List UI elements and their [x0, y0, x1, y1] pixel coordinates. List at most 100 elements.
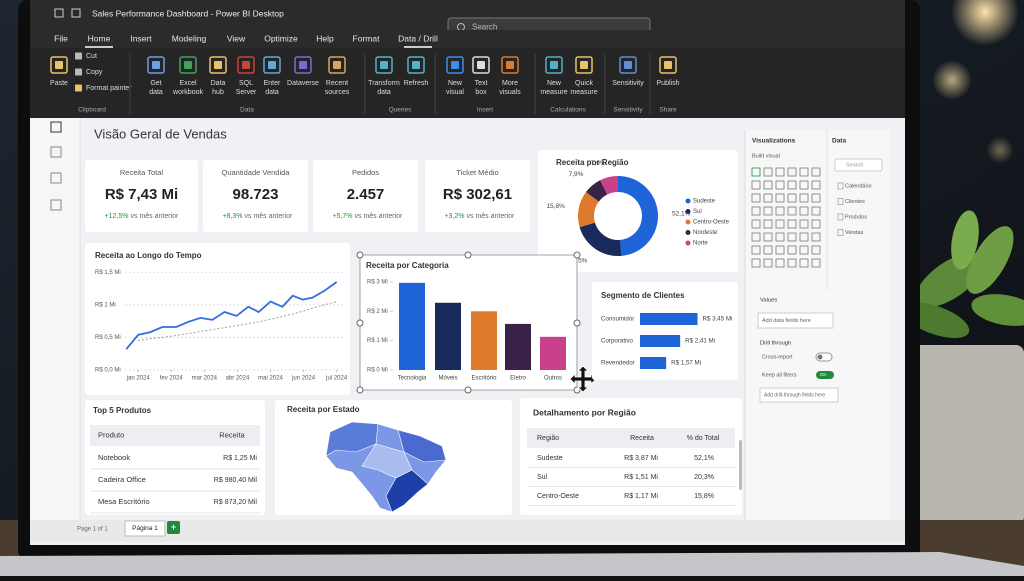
visual-icon[interactable]	[763, 180, 773, 190]
view-icon[interactable]	[50, 199, 62, 211]
visual-icon[interactable]	[811, 193, 821, 203]
visual-icon[interactable]	[775, 219, 785, 229]
visual-icon[interactable]	[787, 232, 797, 242]
field-item[interactable]: Calendário	[845, 183, 872, 189]
ribbon-button[interactable]: data	[377, 89, 391, 96]
visual-icon[interactable]	[787, 167, 797, 177]
visual-icon[interactable]	[787, 193, 797, 203]
ribbon-icon[interactable]	[575, 56, 593, 74]
ribbon-button[interactable]: Text	[475, 80, 488, 87]
ribbon-button[interactable]: box	[475, 89, 487, 96]
ribbon-icon[interactable]	[501, 56, 519, 74]
ribbon-button[interactable]: Cut	[86, 53, 97, 60]
resize-handle[interactable]	[464, 386, 472, 394]
view-icon[interactable]	[50, 146, 62, 158]
ribbon-tab[interactable]: Insert	[130, 33, 152, 43]
ribbon-icon[interactable]	[263, 56, 281, 74]
visual-icon[interactable]	[799, 180, 809, 190]
ribbon-tab[interactable]: View	[227, 33, 246, 43]
visual-icon[interactable]	[811, 167, 821, 177]
ribbon-button[interactable]: data	[265, 89, 279, 96]
ribbon-icon[interactable]	[619, 56, 637, 74]
visual-icon[interactable]	[775, 245, 785, 255]
ribbon-button[interactable]: Sensitivity	[612, 80, 644, 87]
resize-handle[interactable]	[573, 319, 581, 327]
field-item[interactable]: Produtos	[845, 214, 867, 220]
visual-icon[interactable]	[799, 232, 809, 242]
visual-icon[interactable]	[775, 167, 785, 177]
ribbon-button[interactable]: measure	[570, 89, 597, 96]
visual-icon[interactable]	[787, 258, 797, 268]
view-icon[interactable]	[50, 172, 62, 184]
ribbon-button[interactable]: data	[149, 89, 163, 96]
ribbon-button[interactable]: Server	[236, 89, 257, 96]
ribbon-button[interactable]: visuals	[499, 89, 521, 96]
ribbon-button[interactable]: workbook	[172, 89, 203, 96]
visual-icon[interactable]	[775, 180, 785, 190]
visual-icon[interactable]	[751, 245, 761, 255]
ribbon-icon[interactable]	[446, 56, 464, 74]
visual-icon[interactable]	[751, 167, 761, 177]
visual-icon[interactable]	[787, 206, 797, 216]
ribbon-tab[interactable]: File	[54, 33, 68, 43]
ribbon-button[interactable]: visual	[446, 89, 464, 96]
add-page[interactable]	[167, 521, 180, 534]
visual-icon[interactable]	[811, 258, 821, 268]
field-item[interactable]: Vendas	[845, 230, 864, 236]
drop-zone[interactable]	[759, 387, 839, 403]
ribbon-icon[interactable]	[375, 56, 393, 74]
visual-icon[interactable]	[799, 167, 809, 177]
visual-icon[interactable]	[811, 245, 821, 255]
ribbon-button[interactable]: Data	[211, 80, 226, 87]
visual-icon[interactable]	[799, 193, 809, 203]
ribbon-button[interactable]: Refresh	[404, 80, 429, 87]
ribbon-button[interactable]: Get	[150, 80, 161, 87]
ribbon-button[interactable]: measure	[540, 89, 567, 96]
ribbon-icon[interactable]	[472, 56, 490, 74]
page-tab-label[interactable]: Página 1	[132, 525, 158, 532]
ribbon-icon[interactable]	[179, 56, 197, 74]
ribbon-icon[interactable]	[407, 56, 425, 74]
visual-icon[interactable]	[751, 180, 761, 190]
resize-handle[interactable]	[356, 386, 364, 394]
add-page-label[interactable]: +	[171, 522, 176, 532]
visual-icon[interactable]	[775, 258, 785, 268]
visual-icon[interactable]	[787, 219, 797, 229]
resize-handle[interactable]	[356, 251, 364, 259]
ribbon-button[interactable]: Recent	[326, 80, 348, 87]
ribbon-tab[interactable]: Modeling	[172, 33, 207, 43]
ribbon-icon[interactable]	[328, 56, 346, 74]
visual-icon[interactable]	[763, 167, 773, 177]
ribbon-button[interactable]: Transform	[368, 80, 400, 87]
visual-icon[interactable]	[763, 245, 773, 255]
ribbon-tab[interactable]: Help	[316, 33, 334, 43]
ribbon-icon[interactable]	[50, 56, 68, 74]
ribbon-icon[interactable]	[237, 56, 255, 74]
visual-icon[interactable]	[751, 232, 761, 242]
field-item[interactable]: Clientes	[845, 199, 865, 205]
visual-icon[interactable]	[751, 193, 761, 203]
visual-icon[interactable]	[787, 180, 797, 190]
visual-icon[interactable]	[799, 258, 809, 268]
ribbon-icon[interactable]	[659, 56, 677, 74]
visual-icon[interactable]	[787, 245, 797, 255]
ribbon-icon[interactable]	[294, 56, 312, 74]
ribbon-tab[interactable]: Format	[353, 33, 381, 43]
visual-icon[interactable]	[751, 258, 761, 268]
toggle[interactable]	[816, 371, 834, 379]
visual-icon[interactable]	[763, 206, 773, 216]
visual-icon[interactable]	[775, 206, 785, 216]
ribbon-button[interactable]: Publish	[657, 80, 680, 87]
ribbon-button[interactable]: New	[547, 80, 562, 87]
ribbon-button[interactable]: Excel	[179, 80, 197, 87]
ribbon-button[interactable]: More	[502, 80, 518, 87]
visual-icon[interactable]	[763, 232, 773, 242]
resize-handle[interactable]	[573, 386, 581, 394]
ribbon-button[interactable]: Quick	[575, 80, 593, 87]
ribbon-button[interactable]: New	[448, 80, 463, 87]
visual-icon[interactable]	[763, 193, 773, 203]
visual-icon[interactable]	[775, 193, 785, 203]
search-box[interactable]	[834, 158, 883, 172]
visual-icon[interactable]	[811, 219, 821, 229]
visual-icon[interactable]	[775, 232, 785, 242]
